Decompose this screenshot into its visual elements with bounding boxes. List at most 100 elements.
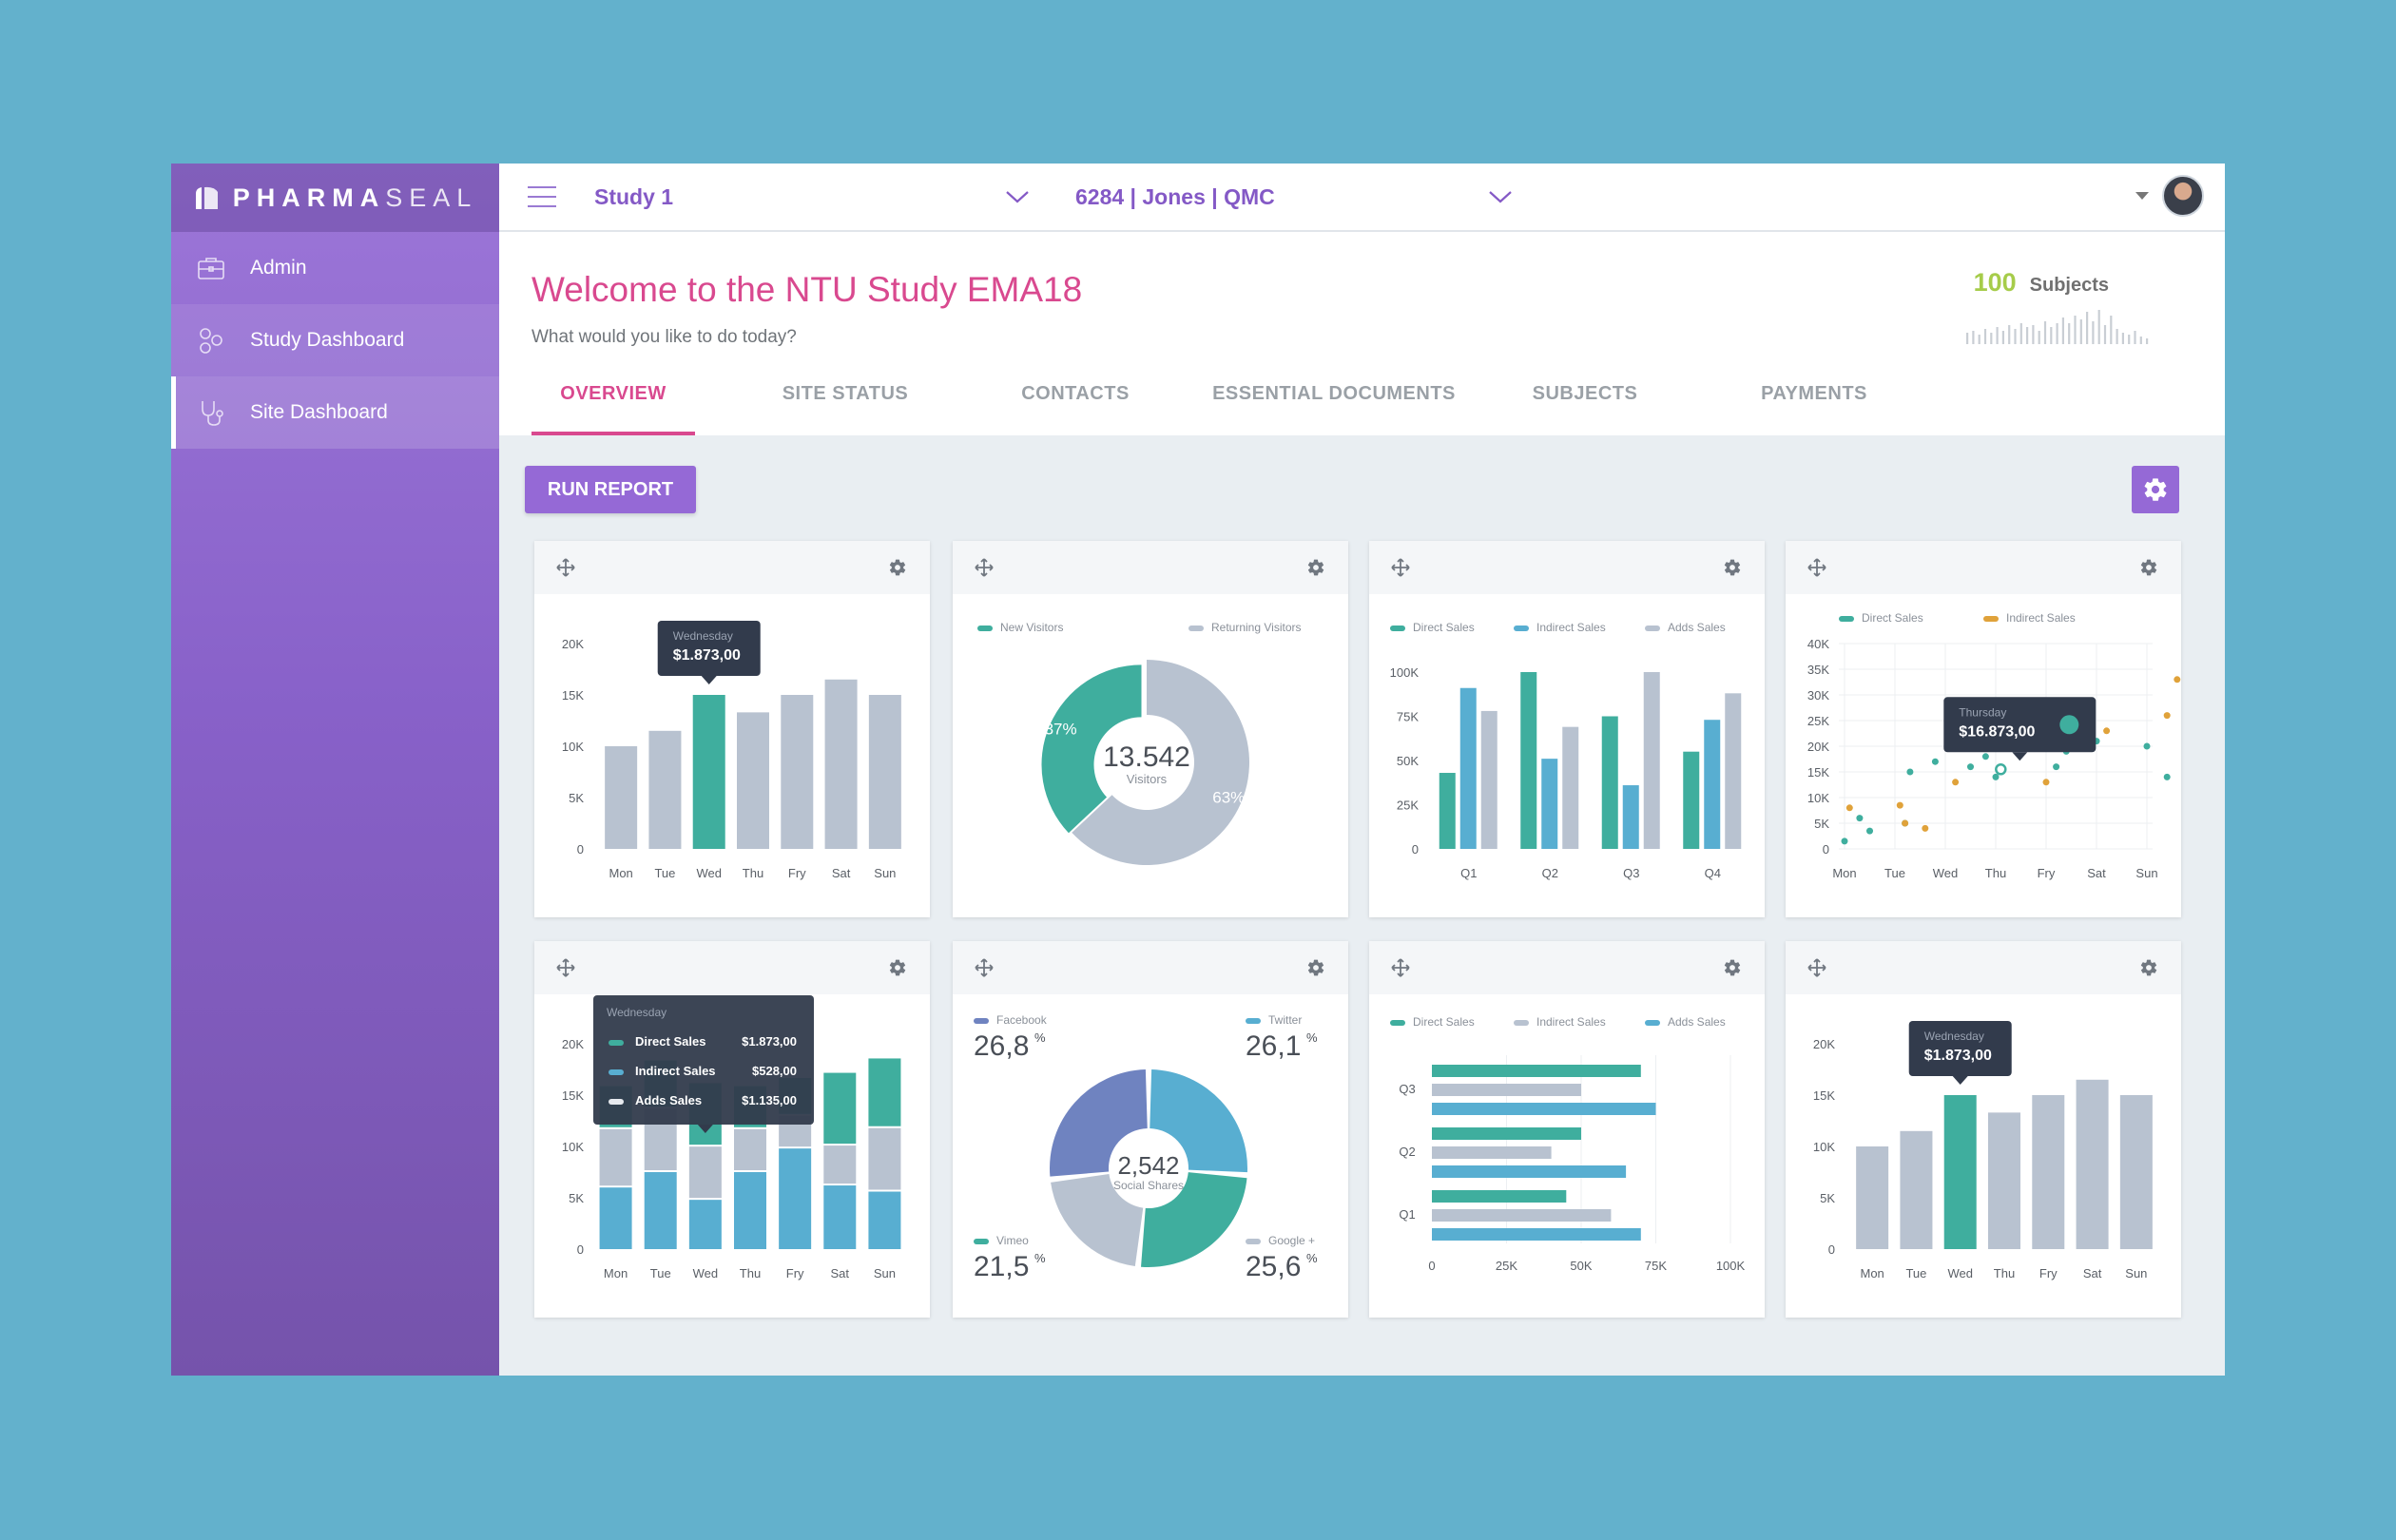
sidebar-item-admin[interactable]: Admin xyxy=(171,232,499,304)
sparkline-bar xyxy=(2038,331,2040,344)
tooltip-swatch xyxy=(609,1069,624,1075)
y-tick-label: 25K xyxy=(1807,714,1829,728)
run-report-button[interactable]: RUN REPORT xyxy=(525,466,696,513)
widget-card: 0 5K 10K 15K 20K Mon Tue Wed Thu Fry Sat Sun Wednesd… xyxy=(534,941,930,1318)
tooltip-row-value: $528,00 xyxy=(752,1064,797,1078)
y-tick-label: 10K xyxy=(562,1140,584,1154)
tab-overview[interactable]: OVERVIEW xyxy=(531,383,695,435)
sparkline-bar xyxy=(2134,331,2136,344)
study-selector[interactable]: Study 1 xyxy=(594,184,1030,210)
sidebar-item-study-dashboard[interactable]: Study Dashboard xyxy=(171,304,499,376)
sparkline-bar xyxy=(2121,333,2124,344)
bar xyxy=(1432,1103,1656,1115)
legend-label: Adds Sales xyxy=(1668,1015,1726,1029)
site-selector[interactable]: 6284 | Jones | QMC xyxy=(1075,184,1513,210)
legend-swatch xyxy=(1246,1018,1261,1024)
bar xyxy=(1643,672,1660,849)
bar xyxy=(737,712,769,849)
widget-settings-icon[interactable] xyxy=(888,558,907,577)
subjects-label: Subjects xyxy=(2029,275,2109,296)
widget-settings-icon[interactable] xyxy=(2139,958,2158,977)
sparkline-bar xyxy=(1996,327,1999,344)
menu-toggle-icon[interactable] xyxy=(528,186,556,207)
pie-slice xyxy=(1050,1069,1148,1177)
study-selector-value: Study 1 xyxy=(594,183,674,209)
scatter-point xyxy=(1856,815,1864,822)
tab-essential-documents[interactable]: ESSENTIAL DOCUMENTS xyxy=(1212,383,1456,404)
drag-handle-icon[interactable] xyxy=(555,957,576,978)
drag-handle-icon[interactable] xyxy=(974,557,995,578)
drag-handle-icon[interactable] xyxy=(1807,957,1827,978)
legend-swatch xyxy=(1839,616,1854,622)
gear-icon xyxy=(2144,478,2167,501)
widget-header xyxy=(1786,541,2181,594)
x-tick-label: Sat xyxy=(2083,1266,2102,1280)
widget-card: 0 5K 10K 15K 20K Mon Tue Wed Thu Fry Sat Sun Wednesd… xyxy=(1786,941,2181,1318)
tooltip-value: $1.873,00 xyxy=(673,647,741,664)
scatter-point xyxy=(1931,758,1939,765)
tooltip-swatch xyxy=(609,1040,624,1046)
chart-plot: Direct Sales Indirect Sales Adds Sales Q3 Q2… xyxy=(1390,1015,1746,1273)
widget-settings-icon[interactable] xyxy=(888,958,907,977)
bar xyxy=(1562,726,1579,849)
pharmaseal-logo-icon xyxy=(195,186,218,209)
sidebar-item-label: Admin xyxy=(250,257,307,279)
x-tick-label: Sat xyxy=(831,1266,850,1280)
y-tick-label: 40K xyxy=(1807,637,1829,651)
drag-handle-icon[interactable] xyxy=(1807,557,1827,578)
sparkline-bar xyxy=(2074,316,2077,344)
drag-handle-icon[interactable] xyxy=(974,957,995,978)
site-selector-value: 6284 | Jones | QMC xyxy=(1075,183,1275,209)
x-tick-label: Thu xyxy=(740,1266,761,1280)
stacked-segment xyxy=(599,1128,632,1186)
y-tick-label: 0 xyxy=(1828,1242,1835,1257)
y-tick-label: 0 xyxy=(1823,842,1829,857)
x-tick-label: Mon xyxy=(1832,866,1856,880)
sparkline-bar xyxy=(2092,321,2095,344)
drag-handle-icon[interactable] xyxy=(1390,957,1411,978)
tooltip-arrow xyxy=(2012,752,2028,761)
x-tick-label: Q4 xyxy=(1705,866,1721,880)
widget-settings-icon[interactable] xyxy=(1306,558,1325,577)
sparkline-bar xyxy=(2032,325,2035,344)
widget-settings-icon[interactable] xyxy=(1723,558,1742,577)
tooltip-box xyxy=(657,621,761,676)
highlight-point xyxy=(1995,763,2007,776)
widget-settings-icon[interactable] xyxy=(1306,958,1325,977)
user-menu[interactable] xyxy=(2135,175,2204,217)
legend-swatch xyxy=(974,1239,989,1244)
tab-contacts[interactable]: CONTACTS xyxy=(1021,383,1130,404)
dashboard-settings-button[interactable] xyxy=(2132,466,2179,513)
tooltip-marker xyxy=(2059,715,2079,735)
stacked-segment xyxy=(644,1172,677,1249)
widget-settings-icon[interactable] xyxy=(1723,958,1742,977)
bar xyxy=(692,695,725,849)
y-tick-label: 5K xyxy=(569,1191,584,1205)
stacked-segment xyxy=(599,1187,632,1249)
drag-handle-icon[interactable] xyxy=(555,557,576,578)
top-bar: Study 1 6284 | Jones | QMC xyxy=(499,164,2225,232)
subjects-sparkline xyxy=(1966,310,2149,344)
x-tick-label: Wed xyxy=(693,1266,719,1280)
avatar[interactable] xyxy=(2162,175,2204,217)
legend-label: Returning Visitors xyxy=(1211,621,1302,634)
x-tick-label: Sun xyxy=(874,866,896,880)
tab-subjects[interactable]: SUBJECTS xyxy=(1532,383,1638,404)
scatter-point xyxy=(1967,763,1974,771)
drag-handle-icon[interactable] xyxy=(1390,557,1411,578)
bar xyxy=(1432,1065,1641,1077)
y-tick-label: 30K xyxy=(1807,688,1829,703)
sidebar-item-site-dashboard[interactable]: Site Dashboard xyxy=(171,376,499,449)
share-value: 26,1 xyxy=(1246,1030,1301,1062)
chart-plot: 0 5K 10K 15K 20K Mon Tue Wed Thu Fry Sat Sun Wednesd… xyxy=(1813,1021,2153,1280)
brand-logo[interactable]: PHARMASEAL xyxy=(171,164,499,232)
scatter-point xyxy=(1992,773,2000,780)
y-tick-label: 15K xyxy=(562,688,584,703)
tab-site-status[interactable]: SITE STATUS xyxy=(782,383,909,404)
app-window: PHARMASEAL Admin Study Dashboard Site Da… xyxy=(171,164,2225,1376)
widget-settings-icon[interactable] xyxy=(2139,558,2158,577)
tab-payments[interactable]: PAYMENTS xyxy=(1761,383,1867,404)
widget-card: Direct Sales Indirect Sales Adds Sales Q3 Q2… xyxy=(1369,941,1765,1318)
sidebar-item-label: Study Dashboard xyxy=(250,329,405,351)
legend-swatch xyxy=(1514,1020,1529,1026)
